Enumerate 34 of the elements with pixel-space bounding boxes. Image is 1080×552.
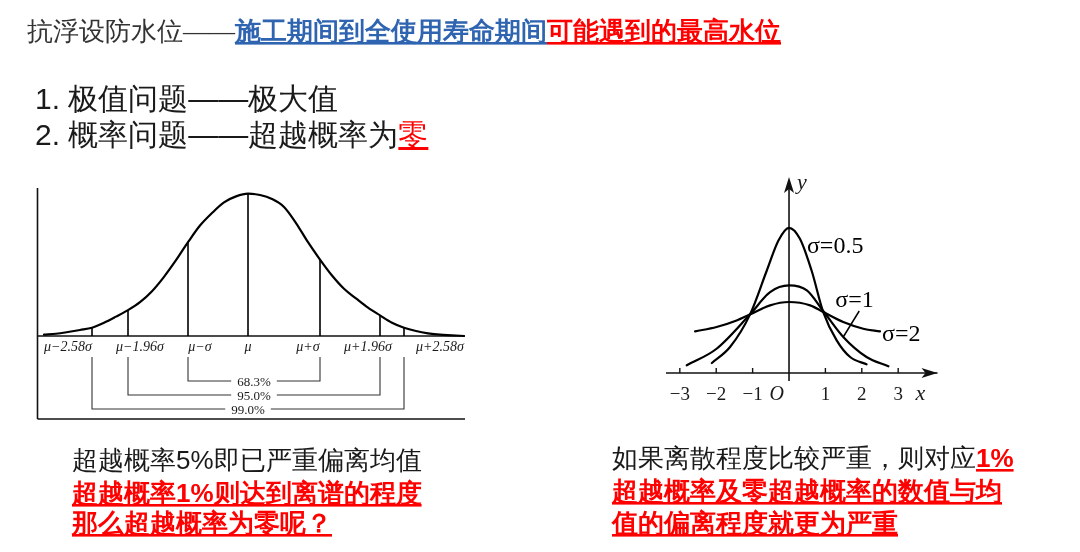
series-label: σ=0.5 [806, 231, 864, 258]
x-tick-label: μ+σ [295, 339, 321, 354]
text: 95.0% [237, 387, 271, 403]
legend-label: σ=2 [882, 320, 921, 347]
x-tick-label: μ−2.58σ [43, 339, 94, 354]
x-tick-label: −3 [669, 383, 690, 404]
text: 零 [398, 118, 429, 151]
x-tick-label: 1 [820, 383, 831, 404]
text: 99.0% [231, 401, 265, 417]
text: 1% [976, 443, 1014, 473]
text: 超越概率及零超越概率的数值与均 [611, 476, 1002, 506]
text: 超越概率5%即已严重偏离均值 [72, 445, 422, 475]
series-label: σ=1 [835, 286, 874, 313]
x-tick-label: −1 [742, 383, 763, 404]
text: 如果离散程度比较严重，则对应 [612, 443, 976, 473]
x-tick-label: μ+1.96σ [343, 339, 394, 354]
text: 1. 极值问题——极大值 [35, 82, 339, 115]
text: 2. 概率问题——超越概率为 [35, 118, 399, 151]
x-tick-label: 3 [893, 383, 903, 404]
x-axis-title: x [914, 380, 926, 405]
x-tick-label: μ−σ [187, 339, 213, 354]
text: 超越概率1%则达到离谱的程度 [71, 478, 422, 508]
x-tick-label: −2 [706, 383, 727, 404]
text: 施工期间到全使用寿命期间 [234, 16, 547, 46]
x-tick-label: μ+2.58σ [415, 339, 466, 354]
x-tick-label: μ [243, 339, 252, 354]
text: 那么超越概率为零呢？ [71, 508, 332, 538]
text: 68.3% [237, 373, 271, 389]
x-tick-label: 2 [857, 383, 867, 404]
x-tick-label: μ−1.96σ [115, 339, 166, 354]
text: 值的偏离程度就更为严重 [611, 508, 898, 538]
text: 可能遇到的最高水位 [546, 16, 781, 46]
text: O [769, 382, 785, 404]
y-axis-title: y [795, 169, 808, 194]
